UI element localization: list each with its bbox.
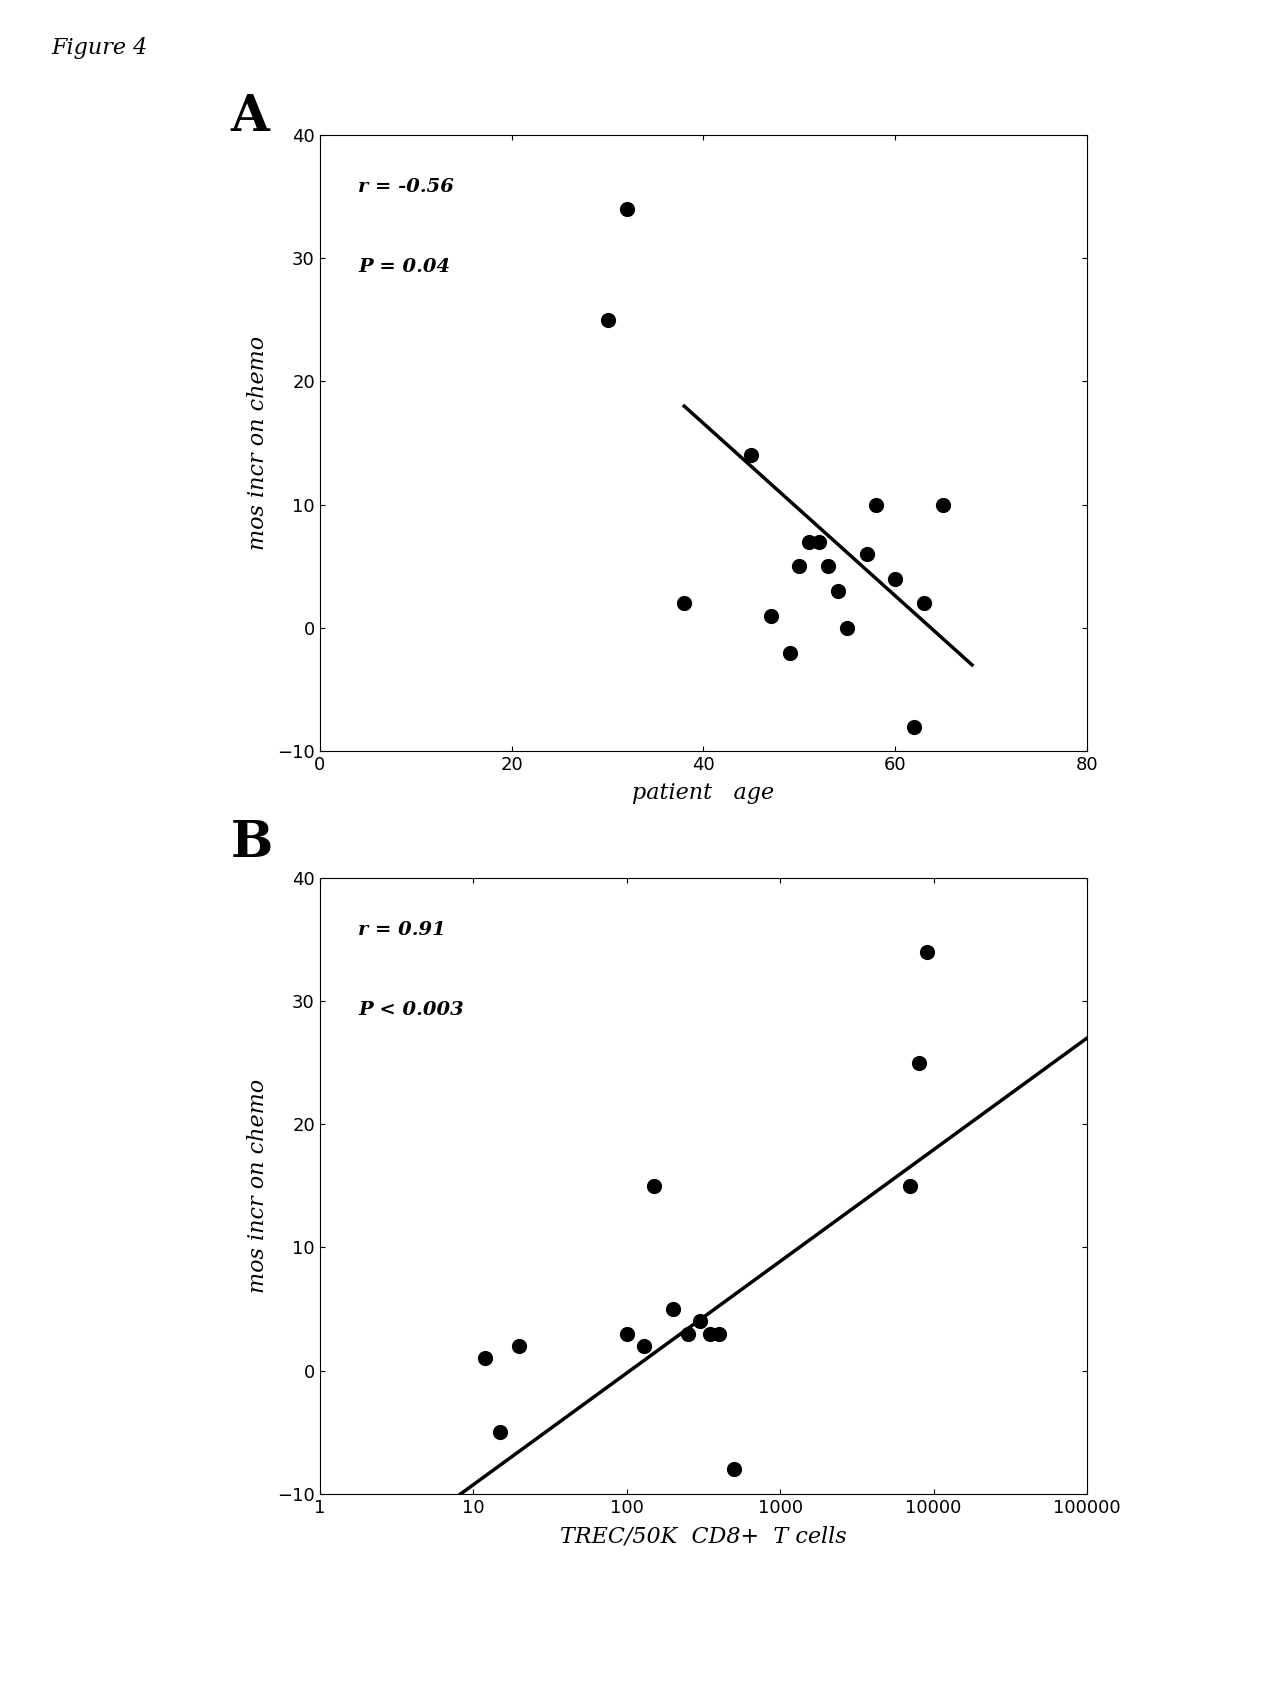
Text: B: B bbox=[230, 819, 272, 868]
Text: Figure 4: Figure 4 bbox=[51, 37, 147, 59]
Point bbox=[828, 577, 848, 604]
Text: P < 0.003: P < 0.003 bbox=[358, 1001, 464, 1020]
Text: r = -0.56: r = -0.56 bbox=[358, 179, 454, 196]
Point bbox=[709, 1320, 729, 1347]
Point bbox=[780, 640, 801, 667]
Point bbox=[932, 491, 953, 518]
Point bbox=[616, 196, 637, 223]
Point bbox=[674, 589, 694, 616]
Point bbox=[678, 1320, 698, 1347]
Point bbox=[724, 1455, 744, 1482]
Point bbox=[913, 589, 934, 616]
Text: A: A bbox=[230, 93, 269, 142]
Y-axis label: mos incr on chemo: mos incr on chemo bbox=[247, 1079, 269, 1293]
Point bbox=[836, 614, 857, 641]
Text: P = 0.04: P = 0.04 bbox=[358, 258, 450, 277]
X-axis label: patient   age: patient age bbox=[632, 782, 775, 805]
Point bbox=[856, 540, 876, 567]
Point bbox=[616, 1320, 637, 1347]
Point bbox=[798, 528, 819, 555]
Point bbox=[808, 528, 829, 555]
Point bbox=[663, 1296, 683, 1323]
Point bbox=[789, 552, 810, 579]
Point bbox=[819, 552, 839, 579]
Point bbox=[689, 1308, 710, 1335]
Point bbox=[908, 1048, 929, 1077]
Point bbox=[917, 939, 938, 966]
Point bbox=[597, 306, 618, 333]
Point bbox=[741, 442, 761, 469]
Point bbox=[476, 1345, 496, 1372]
Point bbox=[760, 603, 780, 630]
Point bbox=[904, 712, 925, 739]
Text: r = 0.91: r = 0.91 bbox=[358, 922, 446, 939]
Point bbox=[643, 1171, 664, 1198]
Point bbox=[885, 565, 906, 592]
Point bbox=[899, 1171, 920, 1198]
Point bbox=[700, 1320, 720, 1347]
Point bbox=[634, 1332, 655, 1359]
X-axis label: TREC/50K  CD8+  T cells: TREC/50K CD8+ T cells bbox=[560, 1524, 847, 1548]
Y-axis label: mos incr on chemo: mos incr on chemo bbox=[247, 336, 269, 550]
Point bbox=[866, 491, 886, 518]
Point bbox=[490, 1418, 510, 1445]
Point bbox=[509, 1332, 530, 1359]
